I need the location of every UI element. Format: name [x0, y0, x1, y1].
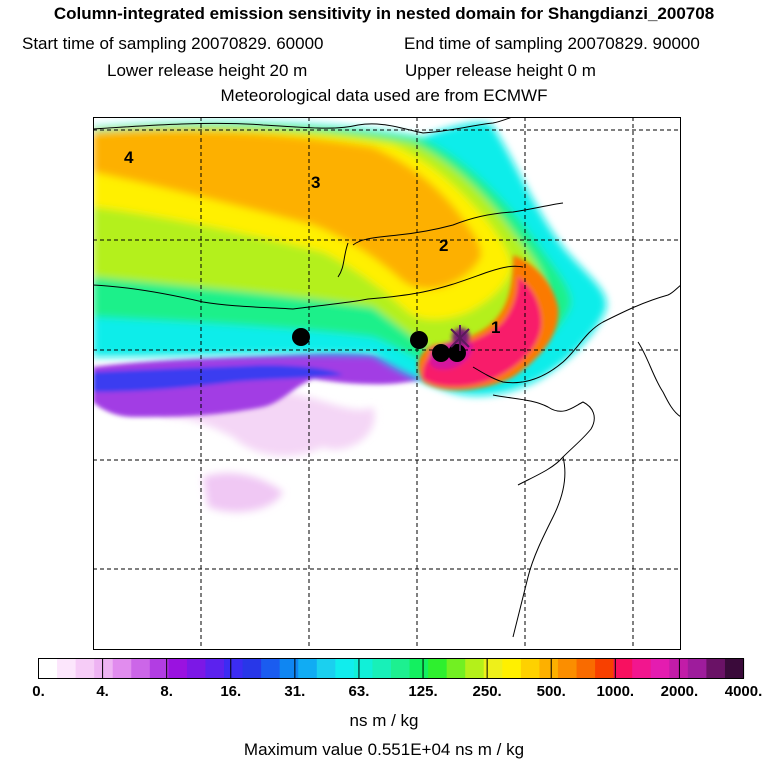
colorbar-frame: [38, 658, 744, 679]
colorbar-cell: [520, 658, 541, 679]
sensitivity-map: 1 2 3 4: [93, 117, 681, 650]
colorbar-tick-label: 16.: [220, 683, 242, 700]
colorbar-cell: [224, 658, 244, 679]
colorbar-cell: [650, 658, 670, 679]
upper-release-height: Upper release height 0 m: [405, 61, 596, 80]
colorbar-cell: [576, 658, 596, 679]
coastlines: [93, 117, 681, 638]
start-time: Start time of sampling 20070829. 60000: [22, 34, 324, 53]
lat-lon-grid: [93, 117, 681, 650]
colorbar-tick-label: 125.: [408, 683, 438, 700]
trajectory-markers: [292, 328, 466, 362]
colorbar-tick-label: 4.: [96, 683, 109, 700]
colorbar-cell: [149, 658, 169, 679]
trajectory-point: [292, 328, 310, 346]
colorbar-tick-label: 2000.: [660, 683, 699, 700]
time-label-2: 2: [439, 236, 448, 255]
receptor-marker: [450, 325, 470, 351]
colorbar-cell: [613, 658, 633, 679]
colorbar-cell: [168, 658, 188, 679]
colorbar-cells: [38, 658, 745, 679]
colorbar-cell: [595, 658, 615, 679]
plume-purple-band: [93, 351, 423, 417]
colorbar-cell: [186, 658, 207, 679]
trajectory-point: [432, 344, 450, 362]
map-panel: 1 2 3 4: [93, 117, 681, 650]
colorbar-tick-label: 0.: [32, 683, 45, 700]
time-label-3: 3: [311, 173, 320, 192]
colorbar-cell: [502, 658, 522, 679]
colorbar-ticks: [102, 658, 680, 679]
colorbar-tick-label: 250.: [472, 683, 502, 700]
time-label-4: 4: [124, 148, 134, 167]
trajectory-point: [448, 344, 466, 362]
colorbar-cell: [131, 658, 151, 679]
colorbar-cell: [557, 658, 578, 679]
colorbar-tick-label: 1000.: [596, 683, 635, 700]
colorbar-cell: [279, 658, 299, 679]
colorbar-cell: [75, 658, 95, 679]
colorbar: [38, 658, 745, 679]
trajectory-point: [410, 331, 428, 349]
colorbar-cell: [539, 658, 559, 679]
colorbar-cell: [687, 658, 707, 679]
colorbar-cell: [242, 658, 262, 679]
colorbar-units: ns m / kg: [349, 711, 419, 730]
colorbar-cell: [372, 658, 392, 679]
colorbar-cell: [632, 658, 652, 679]
colorbar-cell: [724, 658, 745, 679]
colorbar-cell: [465, 658, 485, 679]
colorbar-cell: [316, 658, 336, 679]
colorbar-cell: [391, 658, 411, 679]
colorbar-cell: [446, 658, 466, 679]
time-label-1: 1: [491, 318, 500, 337]
colorbar-cell: [298, 658, 318, 679]
plot-title: Column-integrated emission sensitivity i…: [53, 4, 715, 23]
plume-main-body: [93, 121, 607, 396]
lower-release-height: Lower release height 20 m: [107, 61, 308, 80]
colorbar-cell: [112, 658, 132, 679]
end-time: End time of sampling 20070829. 90000: [404, 34, 700, 53]
colorbar-cell: [205, 658, 225, 679]
colorbar-cell: [409, 658, 429, 679]
colorbar-cell: [94, 658, 114, 679]
colorbar-cell: [38, 658, 58, 679]
colorbar-cell: [428, 658, 448, 679]
colorbar-cell: [483, 658, 503, 679]
map-frame: [93, 117, 681, 650]
colorbar-tick-label: 4000.: [724, 683, 763, 700]
met-data-source: Meteorological data used are from ECMWF: [220, 86, 548, 105]
colorbar-cell: [669, 658, 689, 679]
colorbar-tick-label: 31.: [284, 683, 306, 700]
colorbar-cell: [57, 658, 77, 679]
colorbar-cell: [353, 658, 374, 679]
colorbar-cell: [706, 658, 726, 679]
colorbar-cell: [261, 658, 281, 679]
colorbar-tick-label: 500.: [536, 683, 566, 700]
colorbar-tick-label: 8.: [160, 683, 173, 700]
colorbar-tick-label: 63.: [348, 683, 370, 700]
maximum-value: Maximum value 0.551E+04 ns m / kg: [243, 740, 525, 759]
colorbar-cell: [335, 658, 355, 679]
